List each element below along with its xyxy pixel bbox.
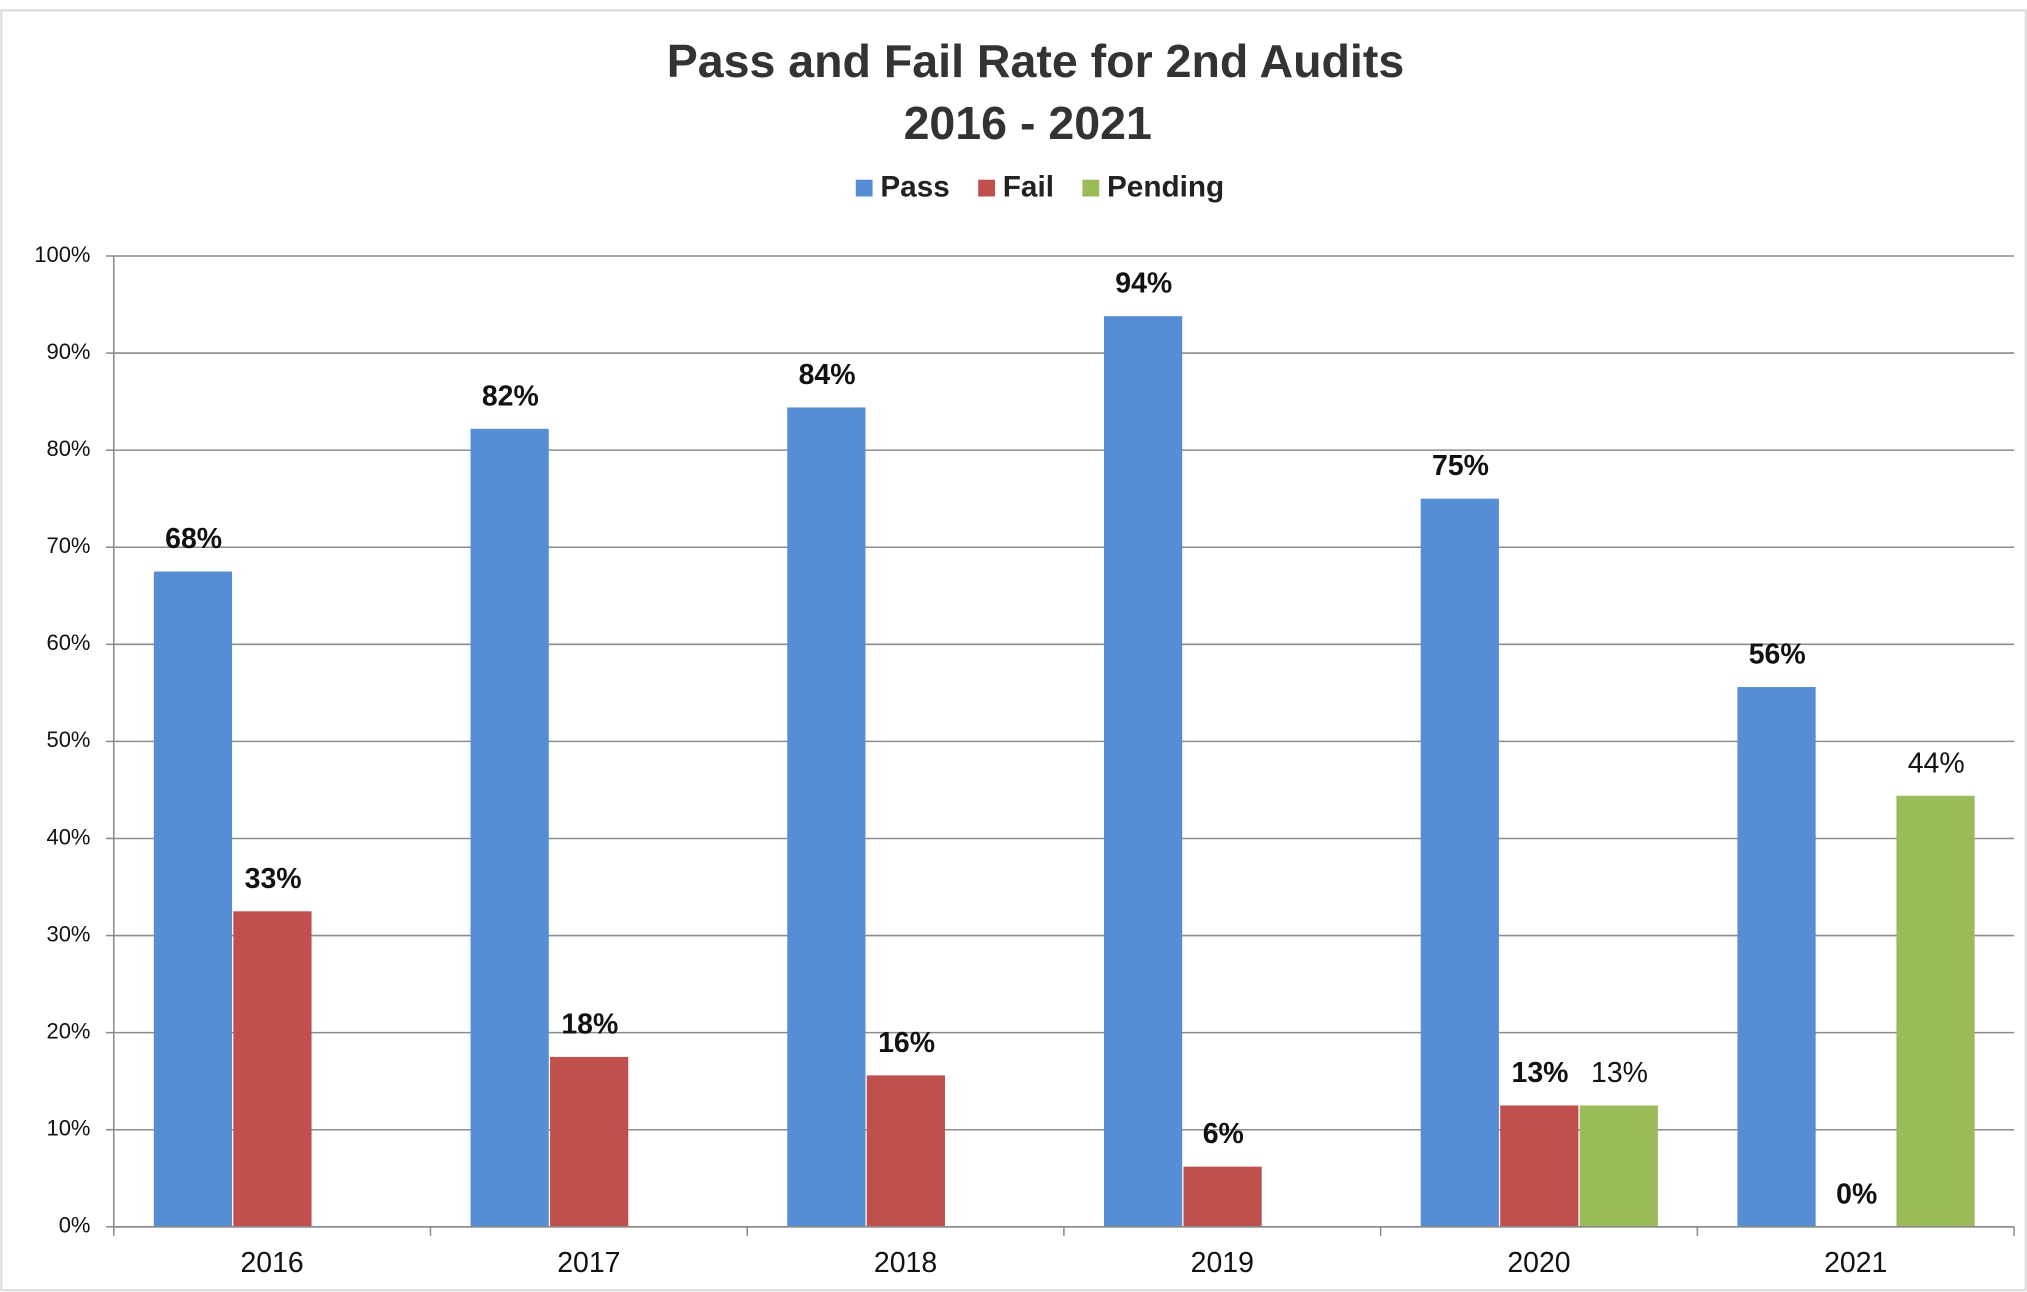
value-label: 75% <box>1432 450 1489 482</box>
y-tick-label: 40% <box>47 824 91 849</box>
x-tick-label: 2017 <box>557 1247 620 1279</box>
y-tick-label: 10% <box>47 1116 91 1141</box>
x-tick-label: 2018 <box>874 1247 937 1279</box>
bar <box>1183 1166 1262 1227</box>
value-label: 13% <box>1512 1057 1569 1089</box>
value-label: 94% <box>1115 268 1172 300</box>
legend-swatch <box>855 179 873 197</box>
x-tick-label: 2016 <box>240 1247 303 1279</box>
legend-label: Fail <box>1003 171 1054 204</box>
y-tick-label: 20% <box>47 1018 91 1043</box>
x-tick-label: 2019 <box>1191 1247 1254 1279</box>
bar <box>550 1056 629 1227</box>
value-label: 13% <box>1591 1057 1648 1089</box>
legend-label: Pending <box>1107 171 1224 204</box>
legend-label: Pass <box>880 171 949 204</box>
bar <box>1896 795 1975 1227</box>
chart-subtitle: 2016 - 2021 <box>904 97 1152 149</box>
value-label: 33% <box>245 863 302 895</box>
bar <box>153 571 233 1227</box>
y-tick-label: 80% <box>47 436 91 461</box>
y-tick-label: 0% <box>59 1213 91 1238</box>
bar <box>1500 1105 1579 1227</box>
value-label: 82% <box>482 380 539 412</box>
value-label: 16% <box>878 1027 935 1059</box>
value-label: 56% <box>1749 639 1806 671</box>
value-label: 6% <box>1203 1118 1244 1150</box>
bar <box>233 911 312 1227</box>
y-tick-label: 60% <box>47 630 91 655</box>
value-label: 84% <box>799 359 856 391</box>
value-label: 18% <box>561 1008 618 1040</box>
value-label: 68% <box>165 523 222 555</box>
bar <box>1737 687 1816 1227</box>
x-tick-label: 2021 <box>1824 1247 1887 1279</box>
bar <box>866 1075 945 1227</box>
y-tick-label: 90% <box>47 339 91 364</box>
bar <box>1579 1105 1658 1227</box>
bar <box>470 428 549 1227</box>
bar <box>1103 316 1183 1227</box>
value-label: 0% <box>1836 1178 1877 1210</box>
y-tick-label: 50% <box>47 727 91 752</box>
value-label: 44% <box>1908 747 1965 779</box>
y-tick-label: 70% <box>47 533 91 558</box>
legend-swatch <box>1082 179 1100 197</box>
chart-title: Pass and Fail Rate for 2nd Audits <box>667 35 1405 87</box>
bar <box>1420 498 1499 1227</box>
legend-swatch <box>978 179 996 197</box>
chart-border <box>0 9 2027 1292</box>
x-tick-label: 2020 <box>1507 1247 1570 1279</box>
legend: Pass Fail Pending <box>855 171 1224 204</box>
y-tick-label: 100% <box>34 242 90 267</box>
bar <box>787 407 866 1227</box>
y-tick-label: 30% <box>47 921 91 946</box>
